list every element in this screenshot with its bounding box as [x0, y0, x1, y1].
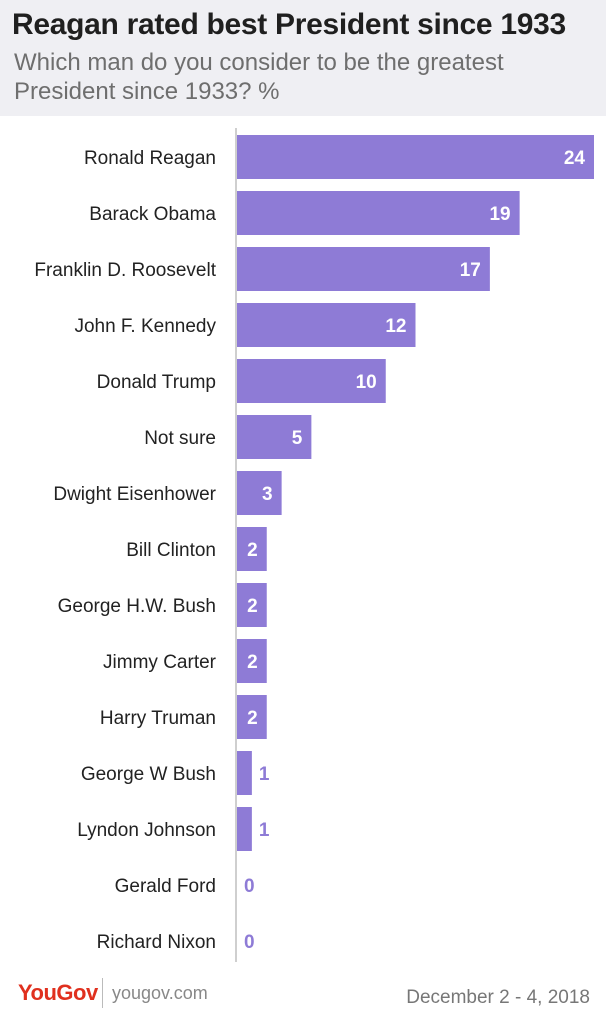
- category-label: Barack Obama: [89, 204, 216, 225]
- bar: [237, 639, 267, 683]
- value-label: 17: [460, 260, 481, 281]
- bar: [237, 751, 252, 795]
- category-label: Ronald Reagan: [84, 148, 216, 169]
- bar: [237, 303, 416, 347]
- value-label: 5: [292, 428, 303, 449]
- chart-title: Reagan rated best President since 1933: [12, 8, 566, 41]
- category-label: Gerald Ford: [115, 876, 216, 897]
- survey-date: December 2 - 4, 2018: [406, 987, 590, 1008]
- bar: [237, 471, 282, 515]
- footer-url: yougov.com: [112, 983, 208, 1003]
- bar: [237, 695, 267, 739]
- value-label: 0: [244, 876, 255, 897]
- category-label: Jimmy Carter: [103, 652, 217, 673]
- category-label: Franklin D. Roosevelt: [34, 260, 216, 281]
- bar: [237, 415, 312, 459]
- category-label: Lyndon Johnson: [77, 820, 216, 841]
- bar: [237, 583, 267, 627]
- value-label: 24: [564, 148, 586, 169]
- category-label: John F. Kennedy: [74, 316, 216, 337]
- category-label: Dwight Eisenhower: [53, 484, 216, 505]
- bar: [237, 527, 267, 571]
- value-label: 2: [247, 540, 258, 561]
- value-label: 2: [247, 652, 258, 673]
- bar: [237, 191, 520, 235]
- category-label: Bill Clinton: [126, 540, 216, 561]
- category-label: Richard Nixon: [97, 932, 216, 953]
- value-label: 2: [247, 596, 258, 617]
- footer-divider: [102, 978, 103, 1008]
- category-label: Not sure: [144, 428, 216, 449]
- category-label: Harry Truman: [100, 708, 216, 729]
- bar: [237, 135, 594, 179]
- value-label: 1: [259, 820, 270, 841]
- bar: [237, 807, 252, 851]
- category-label: Donald Trump: [97, 372, 216, 393]
- value-label: 12: [385, 316, 406, 337]
- category-label: George H.W. Bush: [58, 596, 216, 617]
- bar: [237, 247, 490, 291]
- bar: [237, 359, 386, 403]
- value-label: 2: [247, 708, 258, 729]
- chart-header: Reagan rated best President since 1933 W…: [0, 0, 606, 116]
- category-label: George W Bush: [81, 764, 216, 785]
- value-label: 0: [244, 932, 255, 953]
- chart-subtitle: Which man do you consider to be the grea…: [14, 49, 504, 105]
- value-label: 1: [259, 764, 270, 785]
- bar-chart: Ronald Reagan 24 Barack Obama 19 Franklin D.…: [34, 128, 594, 962]
- value-label: 19: [489, 204, 510, 225]
- value-label: 3: [262, 484, 273, 505]
- yougov-logo: YouGov: [18, 980, 98, 1005]
- value-label: 10: [356, 372, 377, 393]
